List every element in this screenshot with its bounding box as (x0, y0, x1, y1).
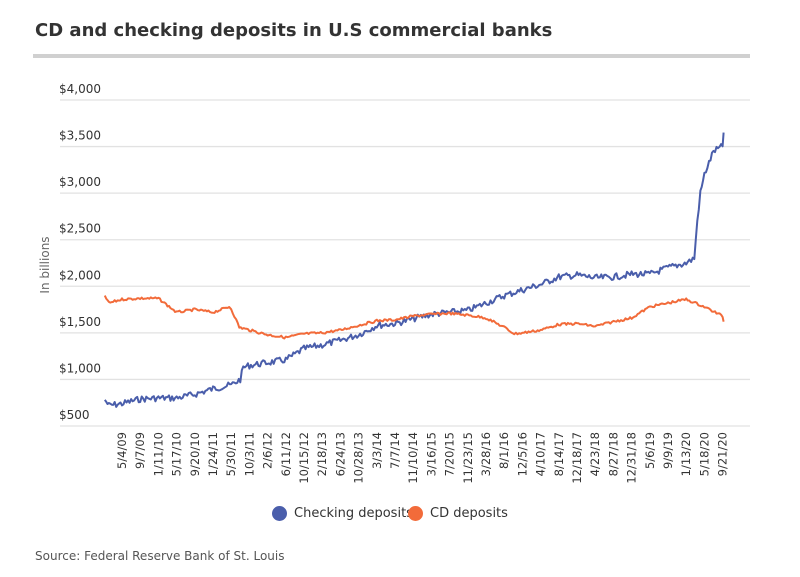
chart-title: CD and checking deposits in U.S commerci… (35, 20, 553, 41)
x-tick-label: 11/10/14 (406, 432, 420, 484)
x-tick-label: 4/10/17 (534, 432, 548, 476)
title-divider (33, 54, 750, 58)
x-tick-label: 7/20/15 (443, 432, 457, 476)
y-tick-label: $2,000 (59, 268, 101, 282)
legend-swatch-cd (408, 506, 423, 521)
legend-swatch-checking (272, 506, 287, 521)
y-tick-label: $1,000 (59, 361, 101, 375)
y-tick-label: $3,000 (59, 175, 101, 189)
x-tick-label: 7/7/14 (388, 432, 402, 469)
x-tick-label: 9/21/20 (716, 432, 730, 476)
x-tick-label: 3/3/14 (370, 432, 384, 469)
x-tick-label: 6/24/13 (333, 432, 347, 476)
x-tick-label: 4/23/18 (588, 432, 602, 476)
x-tick-label: 8/1/16 (497, 432, 511, 469)
x-tick-label: 5/17/10 (170, 432, 184, 476)
line-chart: $500 $1,000 $1,500 $2,000 $2,500 $3,000 $3,500… (38, 82, 750, 484)
y-tick-label: $3,500 (59, 129, 101, 143)
y-tick-label: $1,500 (59, 315, 101, 329)
x-tick-label: 5/6/19 (643, 432, 657, 469)
x-tick-label: 6/11/12 (279, 432, 293, 476)
x-tick-label: 10/3/11 (242, 432, 256, 476)
y-tick-label: $500 (59, 408, 90, 422)
x-tick-label: 1/11/10 (151, 432, 165, 476)
series-lines (103, 132, 725, 408)
x-tick-label: 10/28/13 (352, 432, 366, 484)
gridlines (60, 99, 750, 427)
x-tick-label: 3/16/15 (424, 432, 438, 476)
x-tick-label: 12/5/16 (515, 432, 529, 476)
x-tick-label: 9/20/10 (188, 432, 202, 476)
legend-label-checking: Checking deposits (294, 506, 413, 521)
x-tick-label: 11/23/15 (461, 432, 475, 484)
x-tick-label: 10/15/12 (297, 432, 311, 484)
legend-label-cd: CD deposits (430, 506, 508, 521)
x-tick-label: 9/7/09 (133, 432, 147, 469)
x-tick-label: 2/6/12 (261, 432, 275, 469)
y-tick-labels: $500 $1,000 $1,500 $2,000 $2,500 $3,000 $3,500… (59, 82, 101, 422)
series-line-cd (103, 295, 725, 340)
x-tick-label: 3/28/16 (479, 432, 493, 476)
legend-item-checking: Checking deposits (272, 506, 413, 521)
source-note: Source: Federal Reserve Bank of St. Loui… (35, 549, 285, 563)
x-tick-label: 1/24/11 (206, 432, 220, 476)
y-axis-label: In billions (38, 236, 52, 293)
series-line-checking (104, 132, 725, 408)
x-tick-label: 8/14/17 (552, 432, 566, 476)
x-tick-label: 8/27/18 (606, 432, 620, 476)
x-tick-label: 12/31/18 (625, 432, 639, 484)
x-tick-label: 5/4/09 (115, 432, 129, 469)
x-tick-label: 12/18/17 (570, 432, 584, 484)
legend-item-cd: CD deposits (408, 506, 508, 521)
x-tick-label: 5/18/20 (697, 432, 711, 476)
x-tick-labels: 5/4/09 9/7/09 1/11/10 5/17/10 9/20/10 1/24/11… (115, 432, 730, 484)
x-tick-label: 2/18/13 (315, 432, 329, 476)
y-tick-label: $4,000 (59, 82, 101, 96)
x-tick-label: 1/13/20 (679, 432, 693, 476)
x-tick-label: 5/30/11 (224, 432, 238, 476)
y-tick-label: $2,500 (59, 222, 101, 236)
x-tick-label: 9/9/19 (661, 432, 675, 469)
